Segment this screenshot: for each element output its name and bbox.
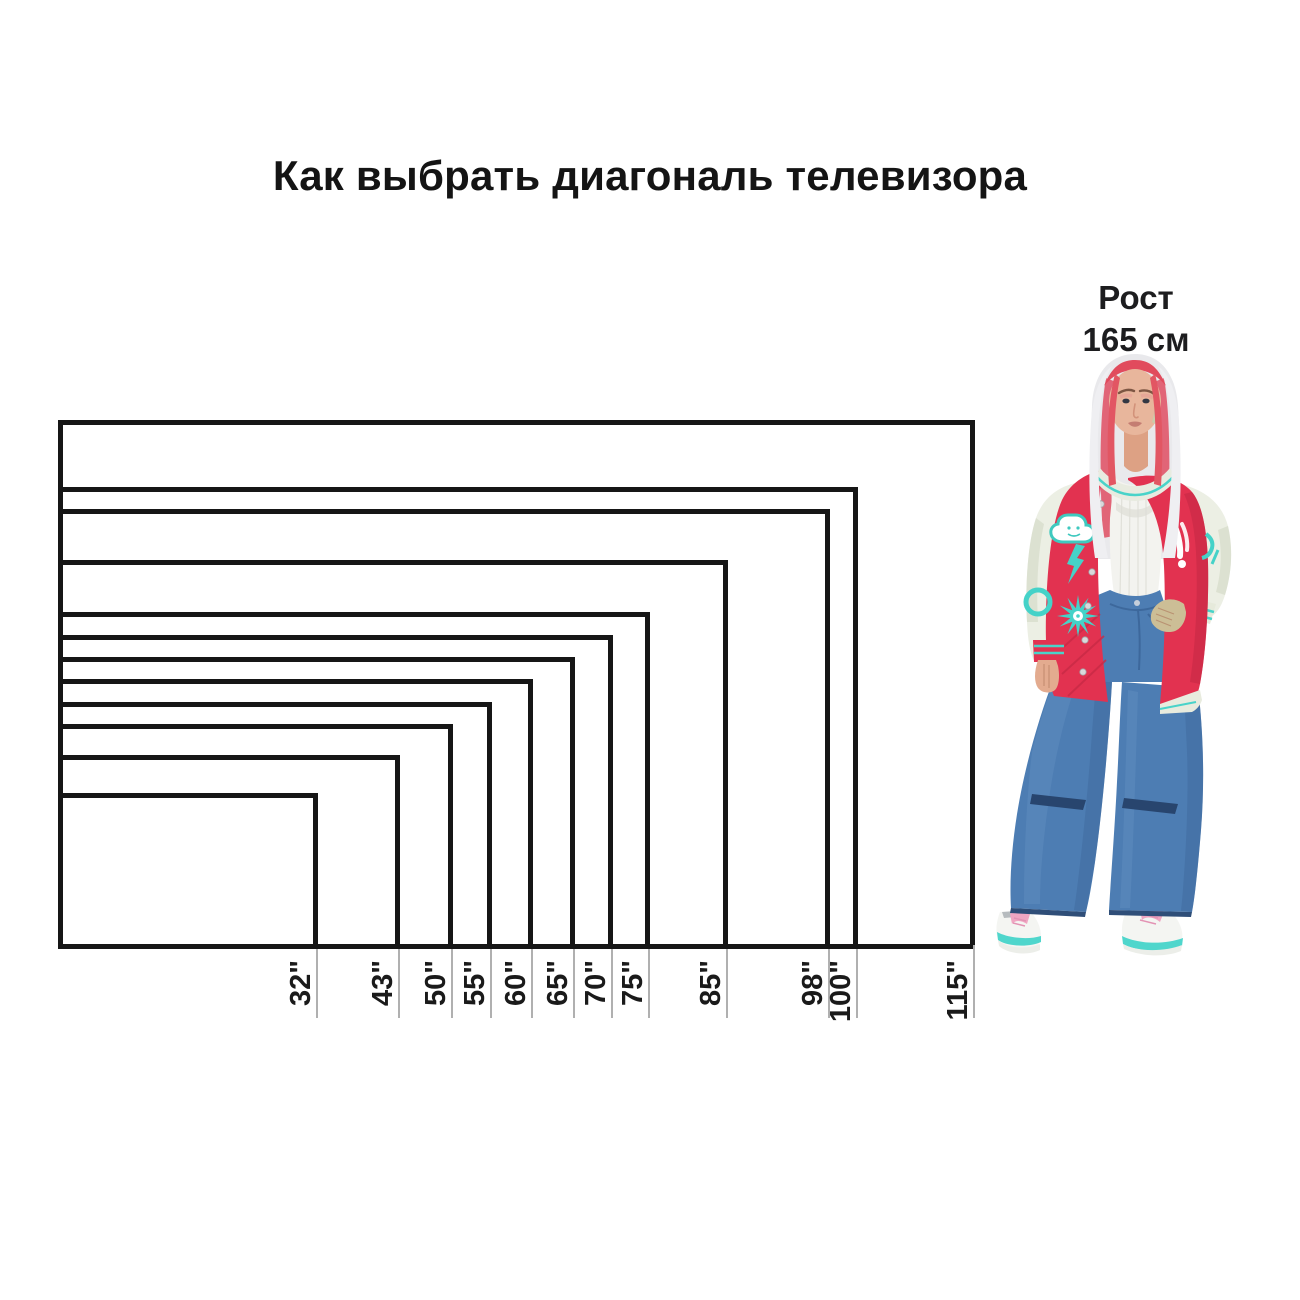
leader-line-75 — [648, 945, 650, 1018]
size-tick-label-100: 100" — [825, 960, 857, 1023]
leader-line-55 — [490, 945, 492, 1018]
leader-line-70 — [611, 945, 613, 1018]
size-tick-label-70: 70" — [580, 960, 612, 1007]
page-title: Как выбрать диагональ телевизора — [272, 152, 1028, 200]
height-caption: Рост 165 см — [1046, 277, 1226, 361]
tv-rect-115 — [58, 420, 975, 949]
size-tick-label-115: 115" — [942, 960, 974, 1021]
hair-front — [1089, 366, 1181, 558]
leader-line-115 — [973, 945, 975, 1018]
size-tick-label-43: 43" — [367, 960, 399, 1007]
size-tick-label-65: 65" — [542, 960, 574, 1007]
leader-line-65 — [573, 945, 575, 1018]
person-illustration — [996, 354, 1232, 956]
leader-line-98 — [828, 945, 830, 1018]
leader-line-60 — [531, 945, 533, 1018]
size-tick-label-75: 75" — [617, 960, 649, 1007]
leader-line-43 — [398, 945, 400, 1018]
size-tick-label-85: 85" — [695, 960, 727, 1007]
face — [1109, 369, 1161, 472]
size-tick-label-32: 32" — [285, 960, 317, 1007]
tank-top — [1109, 476, 1162, 601]
height-caption-line2: 165 см — [1082, 321, 1190, 358]
jacket-patches — [1023, 500, 1220, 676]
height-caption-line1: Рост — [1098, 279, 1174, 316]
size-tick-label-98: 98" — [797, 960, 829, 1007]
hands — [1035, 599, 1186, 693]
leader-line-50 — [451, 945, 453, 1018]
size-tick-label-50: 50" — [420, 960, 452, 1007]
size-tick-label-60: 60" — [500, 960, 532, 1007]
size-tick-label-55: 55" — [459, 960, 491, 1007]
jeans — [1010, 590, 1204, 917]
leader-line-100 — [856, 945, 858, 1018]
leader-line-85 — [726, 945, 728, 1018]
leader-line-32 — [316, 945, 318, 1018]
